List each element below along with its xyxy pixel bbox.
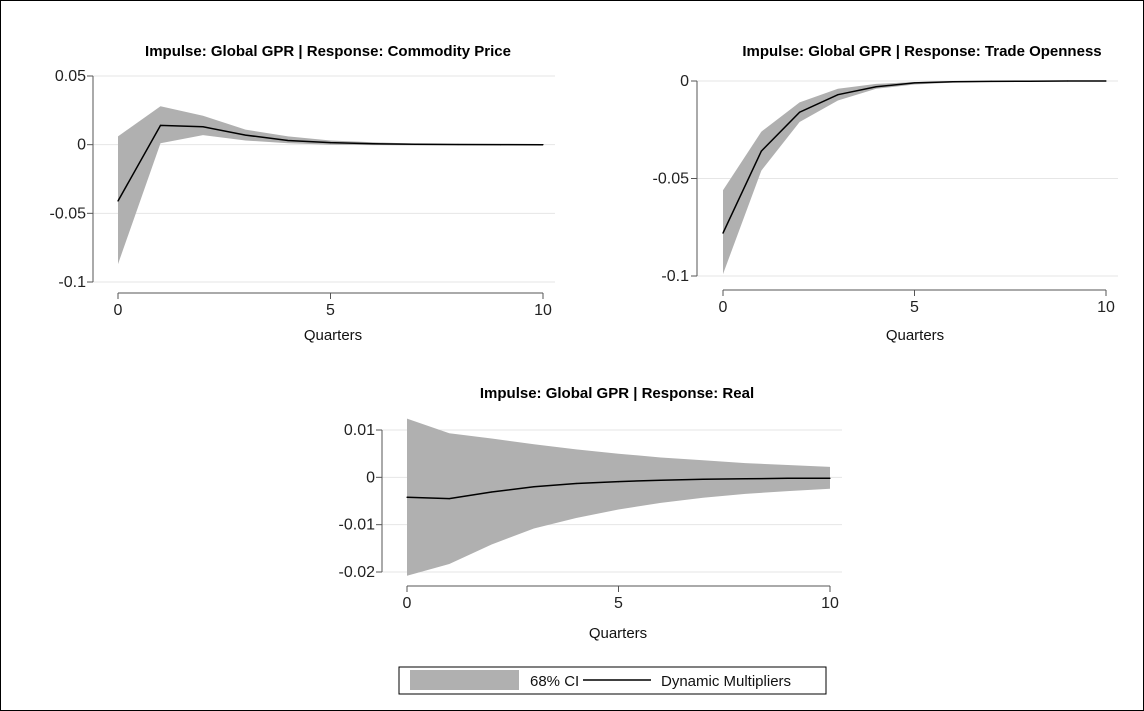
data-point	[542, 144, 544, 146]
data-point	[913, 82, 916, 84]
data-point	[702, 478, 704, 480]
y-tick-label: -0.1	[661, 268, 689, 285]
data-point	[159, 124, 162, 127]
data-point	[329, 142, 332, 144]
data-point	[202, 126, 204, 128]
data-point	[1067, 80, 1069, 82]
y-tick-label: 0	[366, 469, 375, 486]
y-tick-label: -0.02	[339, 564, 376, 581]
panel-trade-openness: Impulse: Global GPR | Response: Trade Op…	[653, 43, 1118, 344]
data-point	[1105, 80, 1107, 82]
x-axis-label: Quarters	[304, 327, 362, 344]
data-point	[448, 498, 450, 500]
legend: 68% CI Dynamic Multipliers	[398, 666, 827, 695]
data-point	[799, 111, 801, 113]
x-tick-label: 10	[534, 302, 552, 319]
data-point	[575, 482, 577, 485]
panel-real: Impulse: Global GPR | Response: Real -0.…	[339, 385, 842, 642]
data-point	[414, 143, 417, 145]
y-tick-label: -0.1	[58, 274, 86, 291]
data-point	[117, 200, 119, 202]
data-point	[829, 477, 831, 479]
ci-band	[118, 106, 543, 265]
data-point	[875, 86, 877, 88]
chart-title: Impulse: Global GPR | Response: Commodit…	[145, 43, 511, 60]
data-point	[457, 143, 459, 146]
x-tick-label: 5	[614, 595, 623, 612]
y-tick-label: -0.05	[50, 205, 87, 222]
y-tick-label: 0.05	[55, 68, 86, 85]
data-point	[990, 80, 992, 82]
data-point	[533, 486, 535, 488]
data-point	[617, 480, 620, 483]
data-point	[837, 94, 839, 96]
x-tick-label: 10	[1097, 299, 1115, 316]
x-tick-label: 5	[326, 302, 335, 319]
legend-line-label: Dynamic Multipliers	[661, 673, 791, 690]
x-tick-label: 10	[821, 595, 839, 612]
data-point	[406, 496, 408, 498]
y-tick-label: 0	[680, 73, 689, 90]
ci-band	[407, 418, 830, 576]
legend-ci-swatch	[410, 670, 519, 690]
x-axis-label: Quarters	[589, 625, 647, 642]
data-point	[760, 150, 762, 152]
data-point	[722, 232, 724, 234]
data-point	[372, 143, 374, 145]
chart-title: Impulse: Global GPR | Response: Real	[480, 385, 754, 402]
y-tick-label: 0.01	[344, 422, 375, 439]
data-point	[1028, 80, 1030, 82]
data-point	[660, 479, 662, 481]
data-point	[287, 139, 289, 142]
y-tick-label: -0.05	[653, 171, 690, 188]
legend-ci-label: 68% CI	[530, 673, 579, 690]
data-point	[244, 134, 247, 136]
x-tick-label: 5	[910, 299, 919, 316]
y-tick-label: -0.01	[339, 517, 376, 534]
data-point	[952, 81, 954, 83]
data-point	[491, 491, 493, 493]
chart-title: Impulse: Global GPR | Response: Trade Op…	[742, 43, 1101, 60]
data-point	[787, 477, 789, 479]
data-point	[499, 143, 502, 146]
x-tick-label: 0	[114, 302, 123, 319]
ci-band	[723, 81, 1106, 275]
x-axis-label: Quarters	[886, 327, 944, 344]
dynamic-multiplier-line	[722, 80, 1106, 234]
x-tick-label: 0	[403, 595, 412, 612]
panel-commodity-price: Impulse: Global GPR | Response: Commodit…	[50, 43, 555, 344]
data-point	[744, 478, 747, 480]
y-tick-label: 0	[77, 137, 86, 154]
x-tick-label: 0	[719, 299, 728, 316]
